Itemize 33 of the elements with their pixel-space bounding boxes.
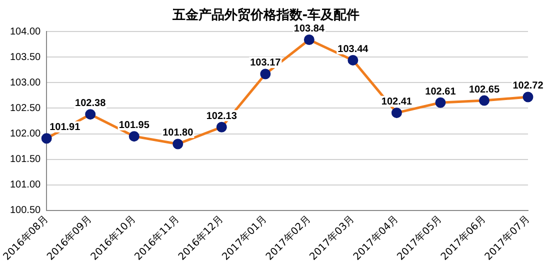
y-tick-label: 104.00 [10, 26, 42, 38]
data-label: 103.84 [294, 24, 325, 35]
point [260, 68, 271, 80]
y-tick-label: 102.50 [10, 102, 42, 114]
point [128, 131, 140, 142]
point [85, 109, 96, 120]
data-label: 101.91 [50, 122, 81, 134]
point [172, 138, 184, 150]
data-label: 102.65 [468, 84, 500, 96]
data-label: 101.80 [162, 128, 194, 139]
y-tick-label: 102.00 [10, 128, 42, 140]
data-label: 103.17 [250, 58, 282, 69]
point [216, 122, 227, 132]
point [522, 92, 534, 102]
point [478, 95, 490, 106]
data-label: 102.72 [512, 80, 544, 92]
point [391, 108, 402, 118]
y-tick-label: 101.00 [10, 180, 42, 191]
data-label: 102.41 [381, 96, 412, 108]
point [348, 54, 358, 66]
data-label: 102.61 [425, 86, 456, 98]
chart-title: 五金产品外贸价格指数-车及配件 [171, 7, 360, 24]
data-label: 101.95 [118, 120, 150, 132]
data-label: 103.44 [338, 44, 369, 55]
point [304, 34, 314, 46]
point [41, 133, 52, 144]
data-label: 102.38 [75, 98, 106, 110]
y-tick-label: 101.50 [10, 154, 42, 166]
data-label: 102.13 [206, 110, 238, 122]
y-tick-label: 103.00 [10, 77, 42, 88]
y-tick-label: 100.50 [10, 205, 42, 216]
point [435, 97, 446, 108]
y-tick-label: 103.50 [10, 52, 42, 63]
